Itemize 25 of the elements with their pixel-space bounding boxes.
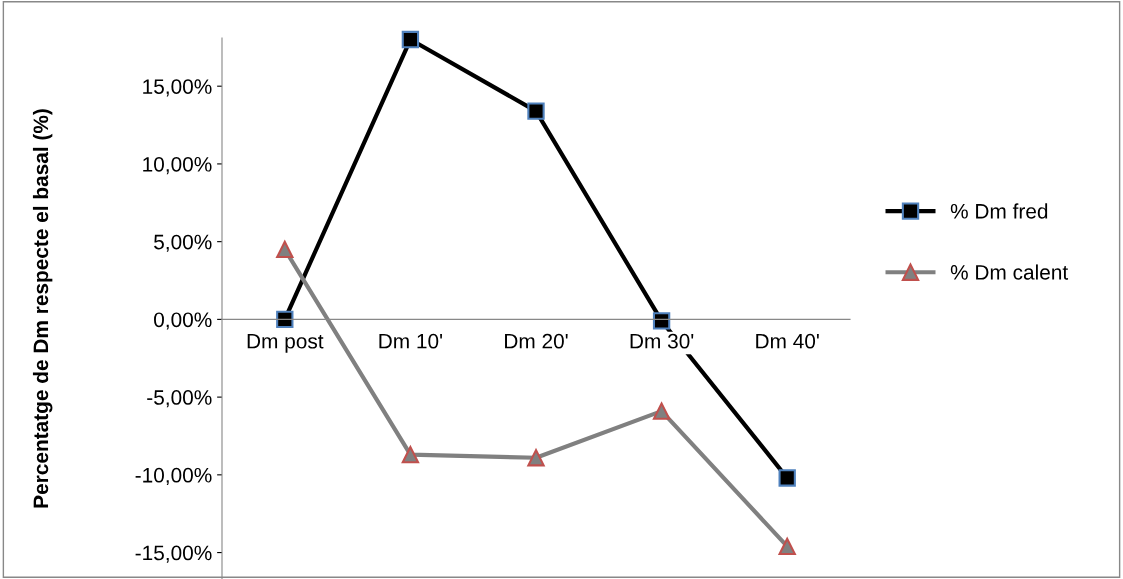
point	[401, 30, 420, 49]
point	[778, 469, 796, 487]
y-tick-label: 15,00%	[143, 79, 212, 97]
point	[401, 445, 420, 464]
x-tick-label: Dm post	[247, 334, 324, 353]
y-axis-title: Percentatge de Dm respecte el basal (%)	[32, 109, 53, 508]
x-tick-label: Dm 10'	[379, 333, 443, 349]
legend-label: % Dm calent	[950, 264, 1069, 280]
point	[527, 102, 545, 120]
point	[276, 310, 294, 329]
y-tick-label: 0,00%	[154, 312, 212, 330]
point	[778, 537, 796, 556]
y-tick-label: -15,00%	[135, 545, 212, 563]
x-tick-label: Dm 40'	[756, 333, 819, 349]
point	[652, 312, 671, 330]
y-tick-label: -10,00%	[135, 467, 212, 486]
legend-label: % Dm fred	[950, 203, 1048, 219]
y-tick-label: 5,00%	[154, 234, 212, 252]
point	[652, 402, 671, 420]
x-tick-label: Dm 20'	[505, 333, 568, 349]
y-tick-label: 10,00%	[143, 156, 212, 175]
y-tick-label: -5,00%	[147, 390, 212, 408]
point	[276, 240, 294, 259]
x-tick-label: Dm 30'	[630, 333, 694, 349]
point	[527, 449, 545, 467]
